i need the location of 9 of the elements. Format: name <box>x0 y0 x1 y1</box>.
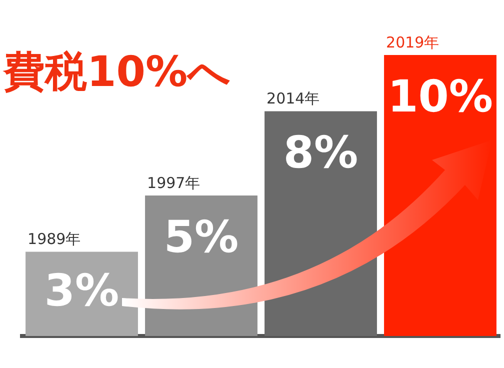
x-tick-label: 2019年 <box>386 33 440 52</box>
data-label: 10% <box>388 71 493 122</box>
x-tick-label: 2014年 <box>266 90 320 108</box>
x-tick-label: 1997年 <box>147 174 200 192</box>
chart-title: 費税10%へ <box>3 46 231 98</box>
data-label: 5% <box>164 212 239 263</box>
data-label: 8% <box>283 128 358 179</box>
data-label: 3% <box>44 265 120 316</box>
x-tick-label: 1989年 <box>28 230 81 248</box>
